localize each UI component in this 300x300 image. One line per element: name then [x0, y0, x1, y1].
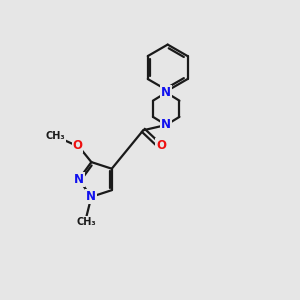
Text: O: O	[73, 140, 82, 152]
Text: O: O	[156, 139, 166, 152]
Text: N: N	[161, 118, 171, 131]
Text: N: N	[74, 173, 84, 186]
Text: CH₃: CH₃	[46, 131, 65, 141]
Text: N: N	[161, 86, 171, 99]
Text: CH₃: CH₃	[76, 217, 96, 226]
Text: N: N	[86, 190, 96, 203]
